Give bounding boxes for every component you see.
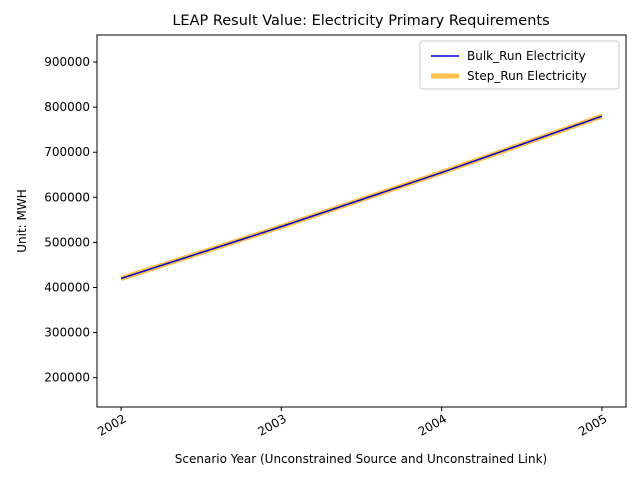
legend-box — [419, 40, 620, 90]
y-tick-label: 300000 — [44, 326, 90, 340]
y-tick-label: 500000 — [44, 235, 90, 249]
legend-items: Bulk_Run Electricity Step_Run Electricity — [431, 49, 587, 83]
y-tick-label: 600000 — [44, 190, 90, 204]
y-tick-label: 200000 — [44, 371, 90, 385]
legend-label: Step_Run Electricity — [467, 69, 587, 83]
series-line-bulk-run — [120, 115, 603, 280]
legend: Bulk_Run Electricity Step_Run Electricity — [419, 40, 620, 90]
chart-title: LEAP Result Value: Electricity Primary R… — [172, 13, 549, 29]
x-axis-title: Scenario Year (Unconstrained Source and … — [175, 452, 547, 466]
series-layer — [120, 113, 603, 281]
axes-frame — [96, 34, 627, 408]
plot-area — [96, 34, 627, 408]
y-tick-label: 800000 — [44, 100, 90, 114]
legend-label: Bulk_Run Electricity — [467, 49, 586, 63]
y-tick-label: 700000 — [44, 145, 90, 159]
y-axis-title: Unit: MWH — [15, 189, 29, 253]
y-tick-label: 900000 — [44, 55, 90, 69]
y-tick-label: 400000 — [44, 281, 90, 295]
axes-background — [97, 35, 626, 407]
y-axis: 200000 300000 400000 500000 600000 700000 8000… — [44, 55, 97, 385]
